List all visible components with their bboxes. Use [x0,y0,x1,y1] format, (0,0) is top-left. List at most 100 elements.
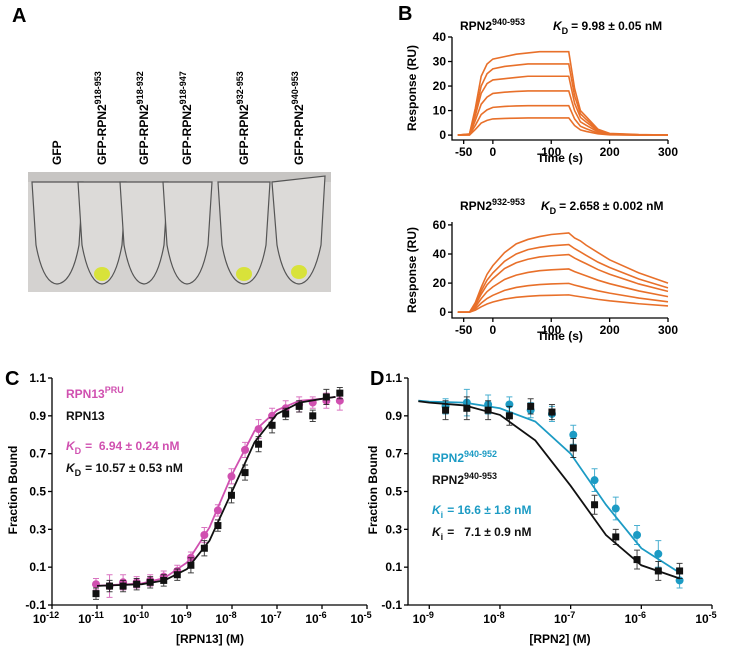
x-tick-label: 10-9 [170,610,191,626]
x-tick-label-part: -11 [91,610,104,620]
panel-letter: B [398,3,412,25]
legend-entry: RPN2940-953 [432,471,497,487]
y-tick-label: 0 [439,305,446,319]
data-point [548,408,556,416]
y-tick-label: -0.1 [381,598,402,612]
data-point [106,582,114,590]
tube-photo [28,172,331,292]
annotation-part: = 9.98 ± 0.05 nM [571,19,662,33]
x-axis-label: Time (s) [537,151,583,165]
y-axis-label: Response (RU) [405,227,419,313]
y-tick-label: -0.1 [25,598,46,612]
y-tick-label: 60 [433,218,447,232]
tubes [31,175,326,285]
data-point [227,472,236,481]
tube-label: GFP-RPN2918-947 [178,71,194,165]
data-point [241,469,249,477]
data-point [633,556,641,564]
data-point [146,578,154,586]
panel-letter: C [5,368,19,390]
green-spot [291,265,307,279]
tube-label-part: 932-953 [235,71,245,104]
fit-curve [96,396,336,587]
sensorgram-line [457,268,669,313]
annotation-part: K [432,503,442,517]
annotation: Ki = 16.6 ± 1.8 nM [432,503,531,520]
tube-label-part: GFP-RPN2 [292,104,306,165]
x-tick-label-part: -6 [319,610,327,620]
annotation-part: D [550,206,557,216]
legend-entry-part: RPN2 [432,451,464,465]
data-point [569,430,578,439]
annotation-part: K [553,19,563,33]
x-tick-label: 200 [600,145,620,159]
y-axis-label: Response (RU) [405,45,419,131]
x-tick-label: 10-7 [260,610,281,626]
x-tick-label: 0 [490,323,497,337]
annotation: KD = 10.57 ± 0.53 nM [66,461,183,478]
y-tick-label: 0.7 [29,447,46,461]
x-tick-label-part: -6 [638,610,646,620]
annotation-part: K [541,199,551,213]
x-axis-label: [RPN13] (M) [176,632,244,646]
y-axis-label: Fraction Bound [6,446,20,535]
x-tick-label-part: -8 [229,610,237,620]
x-tick-label: 10-5 [350,610,371,626]
data-point [322,393,330,401]
y-tick-label: 20 [433,79,447,93]
annotation-part: = 7.1 ± 0.9 nM [447,525,531,539]
legend-entry-part: 940-952 [464,449,497,459]
data-point [254,425,263,434]
chart-title-part: RPN2 [460,199,492,213]
panel-letter: D [370,368,384,390]
legend-entry-part: PRU [105,385,124,395]
tube [31,181,84,285]
data-point [591,501,599,509]
legend-entry-part: RPN13 [66,387,105,401]
annotation-part: = 10.57 ± 0.53 nM [85,461,183,475]
data-point [91,580,100,589]
tube-label: GFP [50,140,64,165]
chart-title: RPN2940-953 [460,17,525,33]
data-point [241,445,250,454]
data-point [505,412,513,420]
fit-curve [418,400,681,580]
axes [451,37,668,141]
legend-entry-part: RPN2 [432,473,464,487]
sensorgram-line [457,253,669,313]
y-tick-label: 10 [433,104,447,118]
tube-label: GFP-RPN2932-953 [235,71,251,165]
y-tick-label: 20 [433,276,447,290]
x-tick-label-part: -12 [46,610,59,620]
x-tick-label: 100 [541,323,561,337]
tube-label-part: 918-932 [135,71,145,104]
annotation: KD = 2.658 ± 0.002 nM [541,199,664,216]
x-axis-label: Time (s) [537,329,583,343]
data-point [119,582,127,590]
x-tick-label: 0 [490,145,497,159]
x-tick-label-part: -10 [136,610,149,620]
annotation-part: = 2.658 ± 0.002 nM [559,199,663,213]
x-tick-label: 10-11 [78,610,104,626]
photo-shadow [28,172,331,182]
tube-label: GFP-RPN2918-953 [93,71,109,165]
y-tick-label: 0.5 [385,485,402,499]
x-tick-label: 10-8 [215,610,236,626]
fit-curve [96,396,336,587]
x-tick-label: -50 [455,145,473,159]
data-point [654,567,662,575]
x-tick-label: 10-8 [483,610,504,626]
x-tick-label-part: 10 [695,612,709,626]
data-point [611,504,620,513]
x-tick-label-part: 10 [554,612,568,626]
x-tick-label: 10-9 [413,610,434,626]
x-axis-label: [RPN2] (M) [529,632,590,646]
data-point [442,406,450,414]
x-tick-label: 10-10 [123,610,149,626]
x-tick-label-part: 10 [33,612,47,626]
green-spot [94,267,110,281]
x-tick-label-part: 10 [123,612,137,626]
x-tick-label-part: 10 [483,612,497,626]
x-tick-label: -50 [455,323,473,337]
y-tick-label: 0.5 [29,485,46,499]
